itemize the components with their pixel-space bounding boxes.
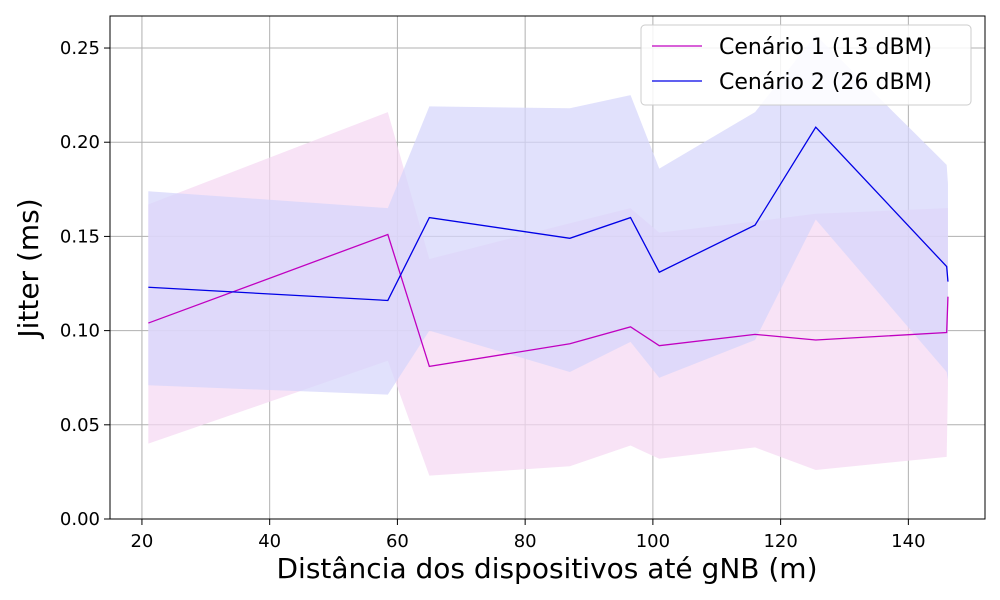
x-tick-label: 40 [258, 531, 281, 552]
confidence-bands [148, 34, 948, 476]
legend-label-cenario-2: Cenário 2 (26 dBM) [719, 70, 932, 95]
y-axis-title: Jitter (ms) [12, 198, 45, 339]
x-axis-title: Distância dos dispositivos até gNB (m) [276, 552, 817, 585]
legend-box [640, 24, 972, 106]
y-axis-ticks: 0.00 0.05 0.10 0.15 0.20 0.25 [60, 38, 110, 530]
y-tick-label: 0.20 [60, 132, 100, 153]
x-axis-ticks: 20 40 60 80 100 120 140 [130, 519, 926, 552]
series-line-1 [148, 233, 949, 368]
x-tick-label: 120 [763, 531, 797, 552]
y-tick-label: 0.15 [60, 226, 100, 247]
x-tick-label: 80 [514, 531, 537, 552]
y-tick-label: 0.05 [60, 415, 100, 436]
legend: Cenário 1 (13 dBM) Cenário 2 (26 dBM) [640, 24, 972, 106]
y-tick-label: 0.25 [60, 38, 100, 59]
legend-label-cenario-1: Cenário 1 (13 dBM) [719, 35, 932, 60]
plot-frame [109, 15, 986, 520]
y-tick-label: 0.00 [60, 509, 100, 530]
x-tick-label: 20 [130, 531, 153, 552]
series-lines [148, 126, 949, 368]
x-tick-label: 60 [386, 531, 409, 552]
x-tick-label: 100 [636, 531, 670, 552]
x-tick-label: 140 [891, 531, 925, 552]
confidence-band-series-2 [148, 34, 948, 395]
y-tick-label: 0.10 [60, 321, 100, 342]
series-line-2 [148, 126, 949, 302]
